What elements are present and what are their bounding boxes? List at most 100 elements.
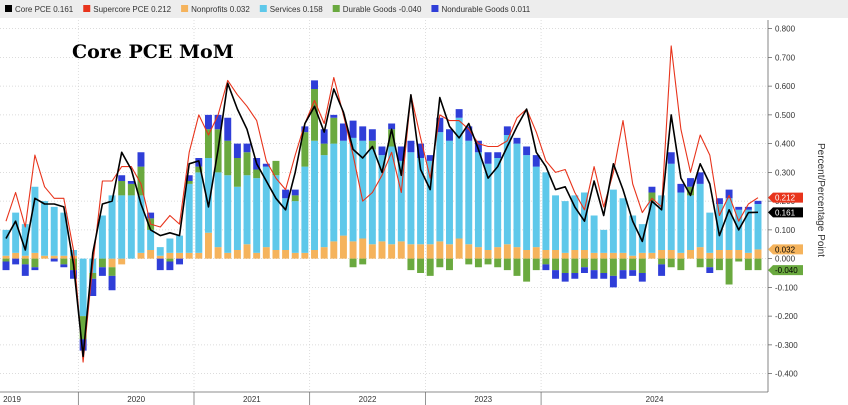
bar-nondurable [561,273,569,282]
bar-nonprofits [658,250,666,259]
bar-nondurable [706,267,714,273]
bar-nonprofits [542,250,550,259]
bar-nonprofits [339,235,347,259]
bar-nonprofits [619,252,627,259]
bar-nondurable [108,275,116,291]
bar-durable [359,258,367,265]
y-tick-label: 0.300 [775,168,796,177]
bar-nondurable [532,155,540,167]
bar-durable [291,195,299,202]
bar-nondurable [330,114,338,118]
bar-durable [638,258,646,273]
x-tick-label: 2022 [359,395,377,404]
bar-nondurable [580,267,588,273]
bar-durable [474,258,482,268]
bar-services [706,212,714,253]
bar-nondurable [137,152,145,167]
legend-label-nonprofits: Nonprofits 0.032 [191,5,250,14]
bar-nondurable [658,264,666,276]
bar-services [330,143,338,242]
bar-durable [98,258,106,268]
bar-nonprofits [667,250,675,259]
bar-nondurable [301,126,309,133]
bar-services [725,198,733,250]
bar-nondurable [243,143,251,153]
bar-nonprofits [648,252,656,259]
bar-durable [744,258,752,271]
bar-services [629,215,637,256]
bar-durable [301,132,309,167]
bar-services [301,166,309,253]
bar-nondurable [89,278,97,296]
bar-nonprofits [253,252,261,259]
x-tick-label: 2019 [3,395,21,404]
legend-label-nondurable: Nondurable Goods 0.011 [441,5,530,14]
bar-nonprofits [166,252,174,259]
bar-services [12,212,20,253]
bar-nonprofits [580,250,588,259]
legend-label-core: Core PCE 0.161 [15,5,74,14]
bar-services [532,166,540,248]
value-badge-core [768,207,803,218]
bar-services [272,175,280,250]
bar-nonprofits [725,250,733,259]
bar-nonprofits [397,241,405,259]
bar-services [494,158,502,248]
bar-services [619,198,627,253]
bar-durable [272,160,280,176]
bar-nonprofits [262,247,270,259]
bar-nondurable [388,123,396,130]
y-tick-label: 0.500 [775,111,796,120]
bar-durable [571,258,579,273]
bar-nonprofits [137,252,145,259]
bar-services [715,204,723,250]
bar-nonprofits [754,249,762,259]
bar-nonprofits [233,250,241,259]
bar-nonprofits [118,258,126,265]
y-tick-label: 0.100 [775,226,796,235]
bar-nondurable [21,264,29,276]
bar-services [339,140,347,236]
bar-services [176,235,184,253]
bar-durable [552,258,560,271]
bar-nonprofits [31,252,39,259]
bar-durable [484,258,492,265]
bar-services [687,195,694,250]
legend-swatch-durable [332,5,340,12]
bar-nonprofits [320,247,328,259]
bar-nonprofits [561,252,569,259]
bar-services [542,172,550,250]
x-tick-label: 2020 [127,395,145,404]
bar-nonprofits [590,252,598,259]
bar-durable [204,129,212,158]
x-tick-label: 2021 [243,395,261,404]
bar-durable [224,140,232,176]
bar-nondurable [224,117,232,141]
bar-durable [619,258,627,271]
bar-durable [648,192,656,202]
bar-nondurable [715,198,723,204]
bar-durable [311,89,318,141]
bar-nonprofits [706,252,714,259]
bar-nonprofits [301,252,309,259]
bar-durable [658,258,666,265]
bar-nonprofits [368,244,376,259]
bar-services [667,163,675,250]
bar-services [262,166,270,248]
bar-durable [330,117,338,144]
legend-swatch-core [5,5,12,12]
y-tick-label: 0.400 [775,140,796,149]
bar-durable [542,258,550,265]
bar-nondurable [696,172,704,184]
bar-nonprofits [359,238,367,259]
bar-durable [696,258,704,268]
bar-nondurable [60,264,68,268]
bar-nondurable [455,109,463,118]
bar-services [349,137,357,242]
bar-services [455,117,463,239]
bar-durable [349,258,357,268]
bar-nonprofits [715,250,723,259]
bar-services [600,229,608,253]
bar-services [195,172,203,253]
